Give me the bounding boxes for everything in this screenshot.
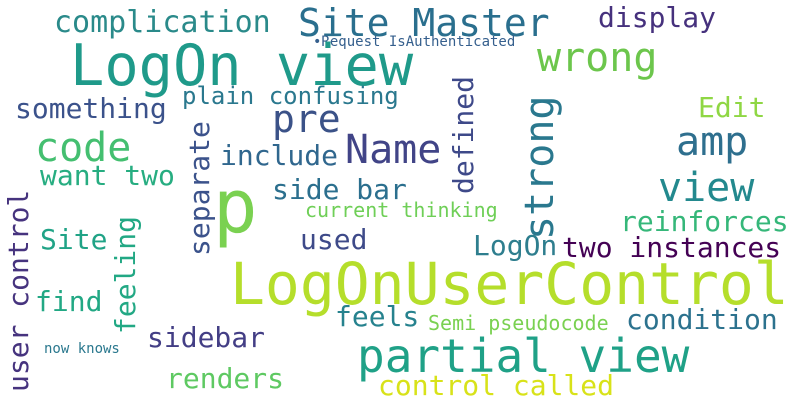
word-display: display xyxy=(598,1,717,34)
word-feels: feels xyxy=(335,300,420,333)
word-want-two: want two xyxy=(40,159,175,192)
word-site-master: Site Master xyxy=(298,1,550,45)
word-control-called: control called xyxy=(378,369,615,400)
word-complication: complication xyxy=(54,5,271,40)
word-semi-pseudocode: Semi pseudocode xyxy=(428,311,609,335)
word-view: view xyxy=(658,165,755,211)
word-site: Site xyxy=(40,223,108,256)
word-condition: condition xyxy=(626,303,778,336)
word-find: find xyxy=(35,285,103,318)
word-p: p xyxy=(213,164,258,250)
word-include: include xyxy=(220,139,339,172)
word-now-knows: now knows xyxy=(44,341,120,357)
word-edit: Edit xyxy=(698,91,766,124)
word-pre: pre xyxy=(272,97,341,141)
word-feeling: feeling xyxy=(109,215,142,334)
word-logon-view: LogOn view xyxy=(70,33,414,99)
word-two-instances: two instances xyxy=(562,231,782,264)
word-defined: defined xyxy=(447,75,480,194)
word-side-bar: side bar xyxy=(272,173,407,206)
word-used: used xyxy=(300,223,368,256)
word-partial-view: partial view xyxy=(357,329,690,383)
word-strong: strong xyxy=(517,95,563,241)
word-logonusercontrol: LogOnUserControl xyxy=(230,250,789,318)
word-user-control: user control xyxy=(2,189,35,392)
word-name: Name xyxy=(345,127,442,173)
word-something: something xyxy=(15,92,167,125)
word-code: code xyxy=(35,125,132,171)
word-reinforces: reinforces xyxy=(620,205,789,238)
word-plain-confusing: plain confusing xyxy=(182,82,399,110)
word-request-isauthenticated: •Request IsAuthenticated xyxy=(313,34,516,50)
word-logon: LogOn xyxy=(473,229,558,262)
word-current-thinking: current thinking xyxy=(305,198,498,222)
word-amp: amp xyxy=(676,119,749,165)
word-sidebar: sidebar xyxy=(147,321,266,354)
word-separate: separate xyxy=(183,121,216,256)
word-wrong: wrong xyxy=(537,35,658,81)
word-renders: renders xyxy=(166,362,285,395)
